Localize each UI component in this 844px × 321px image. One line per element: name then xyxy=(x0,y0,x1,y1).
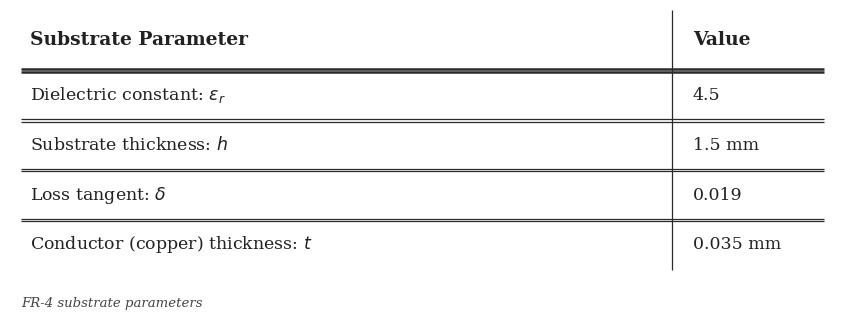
Text: 1.5 mm: 1.5 mm xyxy=(692,137,758,154)
Text: Substrate thickness: $h$: Substrate thickness: $h$ xyxy=(30,136,227,154)
Text: FR-4 substrate parameters: FR-4 substrate parameters xyxy=(21,297,203,310)
Text: 0.019: 0.019 xyxy=(692,187,742,204)
Text: 4.5: 4.5 xyxy=(692,87,720,104)
Text: Value: Value xyxy=(692,31,749,49)
Text: Substrate Parameter: Substrate Parameter xyxy=(30,31,247,49)
Text: Dielectric constant: $\varepsilon_r$: Dielectric constant: $\varepsilon_r$ xyxy=(30,85,225,106)
Text: Loss tangent: $\delta$: Loss tangent: $\delta$ xyxy=(30,185,166,205)
Text: 0.035 mm: 0.035 mm xyxy=(692,236,780,253)
Text: Conductor (copper) thickness: $t$: Conductor (copper) thickness: $t$ xyxy=(30,234,311,255)
